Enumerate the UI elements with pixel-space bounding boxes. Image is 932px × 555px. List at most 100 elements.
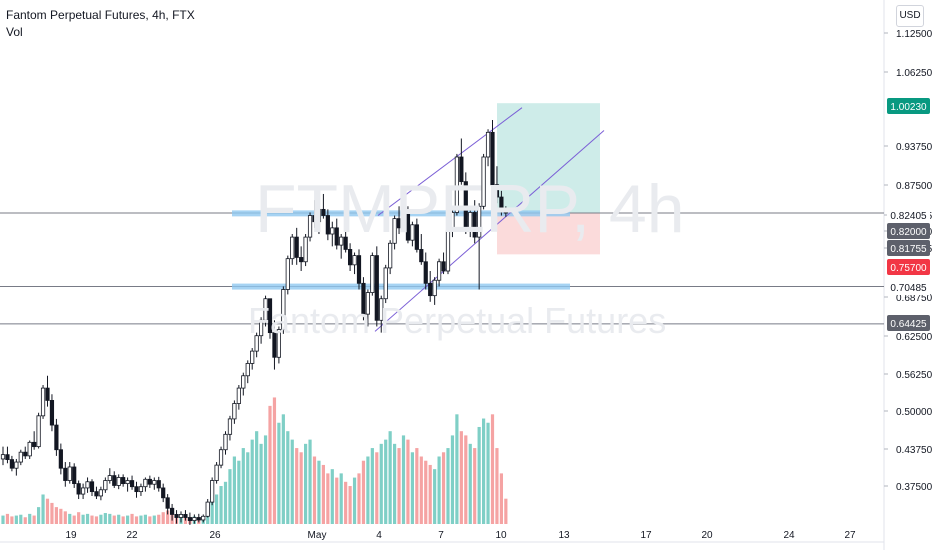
volume-bar [308,439,312,524]
candle-up [98,489,103,497]
volume-bar [32,515,36,524]
target-zone [497,103,600,214]
volume-bar [103,513,107,524]
volume-bar [304,443,308,524]
price-badge [887,279,930,295]
candle-up [401,212,406,229]
volume-bar [37,507,41,524]
candle-down [183,514,188,518]
volume-bar [321,464,325,524]
candle-down [503,210,508,214]
candle-up [232,403,237,420]
volume-bar [335,477,339,524]
volume-bar [246,452,250,524]
candle-down [490,131,495,186]
volume-bar [495,448,499,524]
volume-bar [375,452,379,524]
candle-up [263,298,268,321]
candle-down [196,517,201,521]
price-badge [887,315,930,331]
candle-up [178,514,184,518]
candle-up [236,387,241,404]
time-tick-label: 17 [640,530,652,541]
candle-up [0,454,6,460]
volume-bar [295,448,299,524]
candle-down [156,480,161,489]
candle-up [307,215,313,238]
candle-down [414,224,419,250]
volume-bar [366,456,370,524]
volume-bar [228,469,232,524]
candle-down [396,218,402,229]
volume-bar [401,435,406,524]
volume-bar [152,515,156,524]
volume-bar [259,443,263,524]
volume-bar [59,508,63,524]
candle-down [23,451,28,457]
candle-up [138,486,144,493]
volume-bar [504,498,508,524]
volume-bar [210,498,214,524]
candle-down [405,212,411,241]
candle-down [9,459,14,469]
volume-bar [406,439,410,524]
candle-up [210,480,215,503]
currency-button[interactable]: USD [896,5,924,27]
candle-down [294,236,299,258]
volume-bar [219,486,223,524]
volume-bar [290,439,294,524]
candle-up [370,255,375,293]
volume-bar [477,426,481,524]
candle-up [152,480,157,485]
price-badge [887,207,930,223]
volume-bar [397,448,401,524]
candle-down [72,466,77,485]
price-tick-label: 0.87500 [896,181,932,192]
candle-down [32,441,37,448]
candle-up [81,487,86,495]
candle-up [383,267,388,300]
price-tick-label: 1.06250 [896,68,932,79]
volume-bar [255,431,259,524]
price-tick-label: 0.37500 [896,482,932,493]
candle-up [445,230,451,272]
volume-bar [54,507,58,524]
candle-up [436,261,442,281]
volume-bar [126,515,130,524]
volume-bar [206,511,210,524]
candle-down [147,478,152,485]
volume-bar [41,494,45,524]
volume-bar [148,516,152,524]
price-badge-label: 0.82405 [890,211,927,222]
volume-bar [499,473,503,524]
candle-up [477,205,482,238]
channel-lower-line [374,130,605,332]
candle-down [299,257,304,263]
volume-bar [388,431,392,524]
volume-bar [277,422,281,524]
candle-up [227,418,233,435]
volume-bar [5,513,10,524]
volume-bar [433,469,437,524]
price-tick-label: 1.12500 [896,29,932,40]
candle-down [272,332,277,358]
candle-up [214,464,219,481]
time-tick-label: 26 [209,530,221,541]
chart-title: Fantom Perpetual Futures, 4h, FTX [6,8,195,22]
volume-bar [63,511,67,524]
volume-bar [77,512,81,524]
volume-bar [370,448,374,524]
volume-bar [139,515,143,524]
volume-bar [361,460,366,524]
volume-bar [437,456,441,524]
volume-bar [450,435,455,524]
candle-down [121,477,126,485]
volume-bar [19,514,23,524]
candle-down [169,507,175,515]
price-badge [887,259,930,275]
candle-down [312,215,317,223]
candle-up [330,227,335,235]
volume-bar [108,513,112,524]
